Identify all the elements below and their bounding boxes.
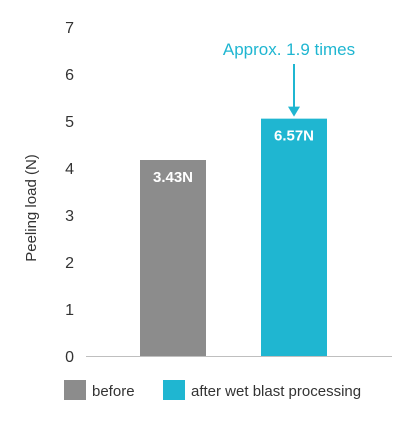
bars xyxy=(140,118,327,357)
y-tick-label: 2 xyxy=(65,255,74,272)
y-axis-label: Peeling load (N) xyxy=(23,154,40,262)
legend-label: before xyxy=(92,383,135,400)
y-tick-label: 3 xyxy=(65,208,74,225)
y-tick-label: 0 xyxy=(65,349,74,366)
data-labels: 3.43N 6.57N xyxy=(153,128,314,186)
bar-data-label: 6.57N xyxy=(274,128,314,145)
bar-before xyxy=(140,160,206,356)
bar-data-label: 3.43N xyxy=(153,169,193,186)
annotation-arrow-head xyxy=(288,106,300,117)
annotation: Approx. 1.9 times xyxy=(223,40,355,117)
legend: before after wet blast processing xyxy=(64,380,361,400)
legend-swatch xyxy=(64,380,86,400)
y-tick-label: 1 xyxy=(65,302,74,319)
y-tick-label: 6 xyxy=(65,67,74,84)
y-axis: 0 1 2 3 4 5 6 7 xyxy=(65,20,392,366)
y-tick-label: 7 xyxy=(65,20,74,37)
legend-swatch xyxy=(163,380,185,400)
y-tick-label: 5 xyxy=(65,114,74,131)
legend-label: after wet blast processing xyxy=(191,383,361,400)
annotation-text: Approx. 1.9 times xyxy=(223,40,355,59)
y-tick-label: 4 xyxy=(65,161,74,178)
bar-after xyxy=(261,118,327,357)
